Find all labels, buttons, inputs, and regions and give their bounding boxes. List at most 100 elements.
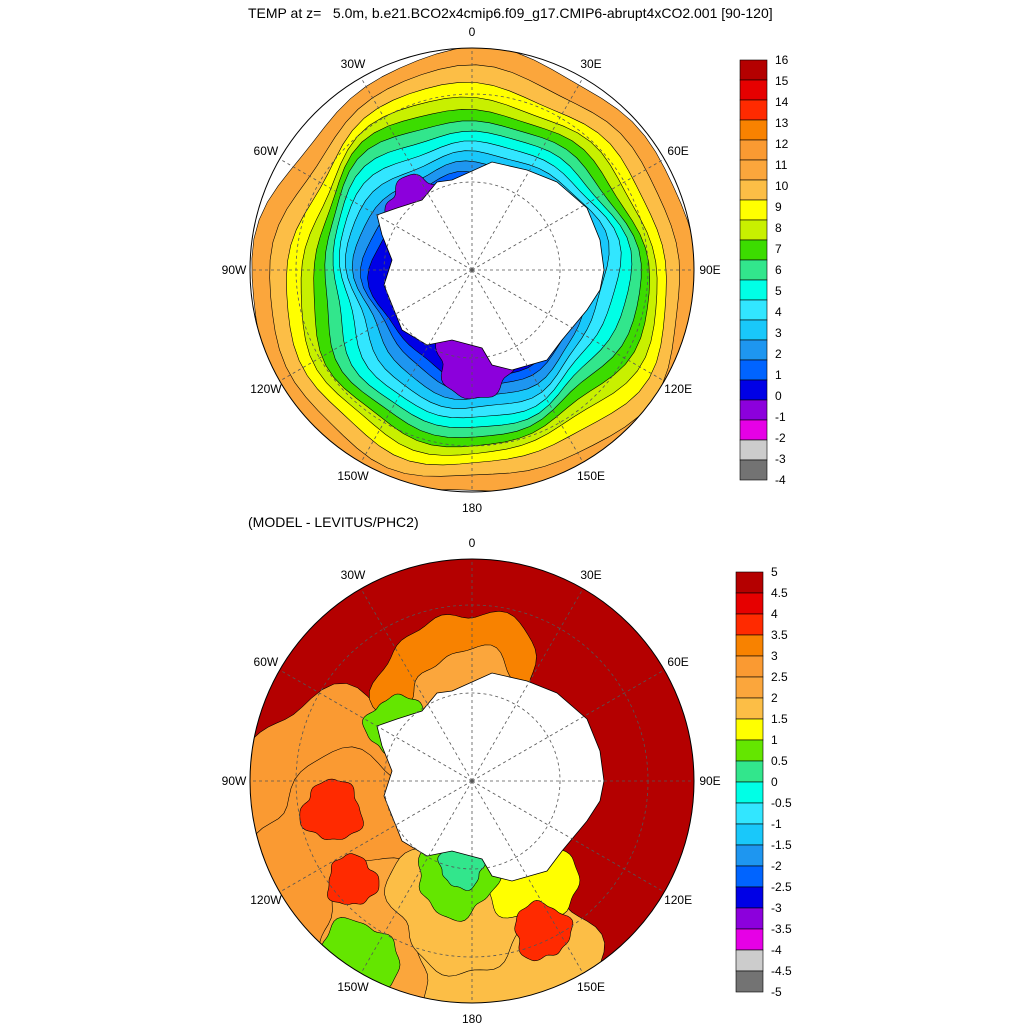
colorbar-label: 2 xyxy=(771,691,778,705)
colorbar-label: 0 xyxy=(775,389,782,403)
colorbar-label: 10 xyxy=(775,179,789,193)
latitude-circle xyxy=(383,692,561,870)
colorbar-label: 11 xyxy=(775,158,788,172)
colorbar-swatch xyxy=(739,199,768,221)
colorbar-label: 15 xyxy=(775,74,789,88)
colorbar-swatch xyxy=(735,760,764,783)
colorbar-label: -4 xyxy=(775,473,786,487)
longitude-label: 120E xyxy=(664,893,692,907)
longitude-label: 30E xyxy=(580,568,601,582)
model-temperature-map: 0 30E 60E 90E 120E 150E 180 150W 120W 90W 60W 30W xyxy=(222,25,721,515)
meridian-line xyxy=(360,780,473,974)
colorbar-swatch xyxy=(739,79,768,101)
colorbar-label: 6 xyxy=(775,263,782,277)
meridian-line xyxy=(360,269,473,463)
colorbar-label: -1 xyxy=(771,817,782,831)
longitude-label: 120W xyxy=(250,382,282,396)
colorbar-label: -3 xyxy=(775,452,786,466)
colorbar-label: 3 xyxy=(775,326,782,340)
colorbar-label: -5 xyxy=(771,985,782,999)
meridian-line xyxy=(471,780,584,974)
colorbar-swatch xyxy=(739,139,768,161)
colorbar-swatch xyxy=(739,179,768,201)
colorbar-label: 2 xyxy=(775,347,782,361)
meridian-line xyxy=(471,669,665,782)
colorbar-label: 1 xyxy=(771,733,778,747)
longitude-label: 60W xyxy=(254,655,279,669)
longitude-label: 150W xyxy=(337,469,369,483)
colorbar-swatch xyxy=(735,970,764,993)
anomaly-patch xyxy=(299,778,364,840)
colorbar-label: 12 xyxy=(775,137,789,151)
longitude-label: 0 xyxy=(469,25,476,39)
latitude-circle xyxy=(383,181,561,359)
colorbar-swatch xyxy=(739,259,768,281)
longitude-label: 60E xyxy=(667,144,688,158)
colorbar-swatch xyxy=(735,676,764,699)
colorbar-swatch xyxy=(739,339,768,361)
contour-field xyxy=(250,559,694,1003)
meridian-line xyxy=(360,77,473,271)
longitude-label: 90E xyxy=(699,263,720,277)
colorbar-swatch xyxy=(739,319,768,341)
colorbar-label: 2.5 xyxy=(771,670,788,684)
colorbar-label: 1.5 xyxy=(771,712,788,726)
longitude-label: 60W xyxy=(254,144,279,158)
meridian-line xyxy=(471,269,665,382)
longitude-label: 90W xyxy=(222,774,247,788)
colorbar-swatch xyxy=(735,655,764,678)
longitude-label: 120W xyxy=(250,893,282,907)
difference-subtitle: (MODEL - LEVITUS/PHC2) xyxy=(248,514,419,530)
meridian-line xyxy=(360,588,473,782)
colorbar-label: 16 xyxy=(775,53,789,67)
longitude-label: 150E xyxy=(577,980,605,994)
meridian-line xyxy=(279,269,473,382)
colorbar-swatch xyxy=(739,119,768,141)
colorbar-label: 5 xyxy=(775,284,782,298)
longitude-label: 90E xyxy=(699,774,720,788)
meridian-line xyxy=(471,269,584,463)
colorbar-swatch xyxy=(739,379,768,401)
colorbar-swatch xyxy=(739,59,768,81)
colorbar-swatch xyxy=(735,592,764,615)
colorbar-swatch xyxy=(739,299,768,321)
longitude-label: 120E xyxy=(664,382,692,396)
meridian-line xyxy=(471,77,584,271)
colorbar-swatch xyxy=(739,419,768,441)
colorbar-label: 4.5 xyxy=(771,586,788,600)
colorbar-swatch xyxy=(739,459,768,481)
colorbar-swatch xyxy=(735,907,764,930)
model-minus-observed-map: 0 30E 60E 90E 120E 150E 180 150W 120W 90W 60W 30W xyxy=(222,536,721,1024)
colorbar-swatch xyxy=(739,279,768,301)
colorbar-label: 13 xyxy=(775,116,789,130)
colorbar-swatch xyxy=(739,219,768,241)
colorbar-label: -1.5 xyxy=(771,838,792,852)
colorbar-swatch xyxy=(735,844,764,867)
colorbar-label: 14 xyxy=(775,95,789,109)
colorbar-label: 3.5 xyxy=(771,628,788,642)
colorbar-label: 5 xyxy=(771,565,778,579)
meridian-line xyxy=(279,669,473,782)
colorbar-swatch xyxy=(739,399,768,421)
model-minus-observed-colorbar: 5 4.5 4 3.5 3 2.5 2 1.5 1 0.5 0 -0.5 -1 -1.5 -2 -2.5 -3 -… xyxy=(735,565,792,999)
colorbar-label: 4 xyxy=(775,305,782,319)
longitude-label: 150W xyxy=(337,980,369,994)
map-boundary xyxy=(249,47,695,493)
anomaly-patch xyxy=(514,900,574,962)
colorbar-label: -3.5 xyxy=(771,922,792,936)
colorbar-swatch xyxy=(735,613,764,636)
colorbar-label: -4 xyxy=(771,943,782,957)
meridian-line xyxy=(279,158,473,271)
colorbar-label: 0 xyxy=(771,775,778,789)
meridian-line xyxy=(471,588,584,782)
colorbar-label: 7 xyxy=(775,242,782,256)
colorbar-label: -0.5 xyxy=(771,796,792,810)
colorbar-label: 1 xyxy=(775,368,782,382)
colorbar-swatch xyxy=(735,781,764,804)
longitude-label: 180 xyxy=(462,1012,482,1024)
colorbar-swatch xyxy=(735,571,764,594)
colorbar-label: -1 xyxy=(775,410,786,424)
colorbar-swatch xyxy=(739,439,768,461)
